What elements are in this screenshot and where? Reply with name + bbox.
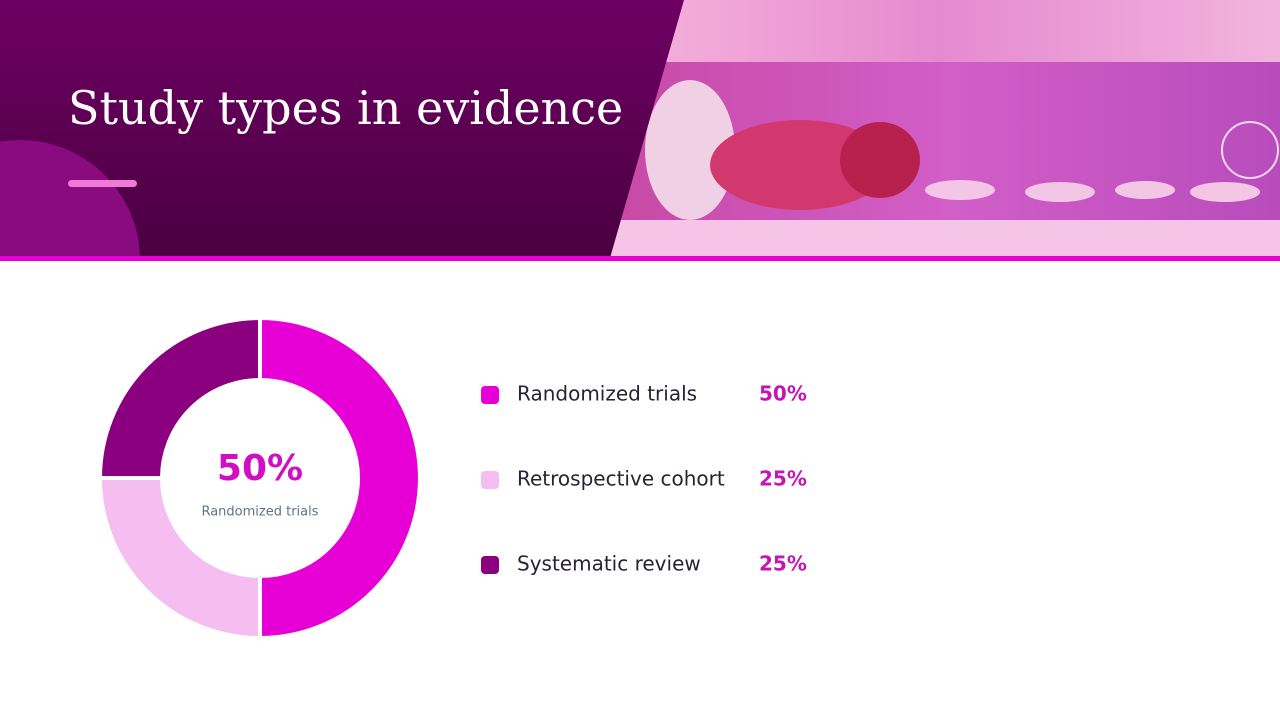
header-illustration — [600, 0, 1280, 258]
legend-value: 50% — [759, 382, 807, 406]
donut-segment — [97, 315, 262, 480]
legend-swatch — [481, 386, 499, 404]
donut-chart — [97, 315, 422, 641]
header-decoration — [0, 140, 140, 258]
center-label: Randomized trials — [201, 505, 318, 520]
donut-segment — [258, 315, 422, 641]
legend-swatch — [481, 471, 499, 489]
legend-label: Retrospective cohort — [517, 467, 725, 491]
legend-swatch — [481, 556, 499, 574]
legend-label: Systematic review — [517, 552, 701, 576]
legend-value: 25% — [759, 467, 807, 491]
legend-value: 25% — [759, 552, 807, 576]
legend: Randomized trials 50% Retrospective cohort… — [481, 382, 807, 576]
slide-title: Study types in evidence — [68, 81, 623, 135]
legend-label: Randomized trials — [517, 382, 697, 406]
center-value: 50% — [217, 448, 303, 489]
header-rule — [0, 256, 1280, 261]
header-panel — [0, 0, 684, 258]
title-accent — [68, 180, 137, 187]
donut-segment — [97, 476, 262, 641]
